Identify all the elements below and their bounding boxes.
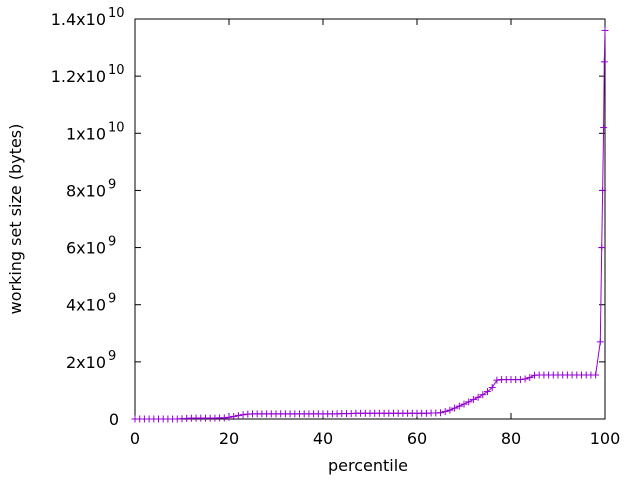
data-point (239, 411, 247, 419)
data-point (455, 402, 463, 410)
data-point (598, 244, 606, 252)
x-tick-label: 80 (501, 429, 521, 448)
x-tick-label: 20 (219, 429, 239, 448)
data-point (220, 414, 228, 422)
y-tick-label: 2x10 (66, 353, 106, 372)
y-tick-label: 8x10 (66, 181, 106, 200)
data-point (234, 412, 242, 420)
data-point (460, 400, 468, 408)
y-tick-label: 0 (109, 410, 119, 429)
data-point (601, 26, 609, 34)
y-tick-exponent: 9 (108, 235, 116, 250)
data-point (493, 376, 501, 384)
data-point (446, 406, 454, 414)
plot-frame (134, 18, 606, 420)
data-point (479, 391, 487, 399)
x-tick-label: 40 (313, 429, 333, 448)
data-point (225, 413, 233, 421)
x-tick-label: 100 (590, 429, 621, 448)
data-point (596, 338, 604, 346)
y-tick-exponent: 10 (108, 120, 125, 135)
data-point (469, 396, 477, 404)
data-point (451, 404, 459, 412)
y-tick-exponent: 9 (108, 177, 116, 192)
x-tick-label: 0 (130, 429, 140, 448)
data-point (465, 398, 473, 406)
y-tick-label: 1.2x10 (51, 67, 106, 86)
data-point (600, 58, 608, 66)
data-point (230, 412, 238, 420)
y-tick-exponent: 9 (108, 292, 116, 307)
data-point (488, 384, 496, 392)
y-tick-label: 6x10 (66, 239, 106, 258)
data-point (599, 186, 607, 194)
y-tick-exponent: 9 (108, 349, 116, 364)
data-point (474, 393, 482, 401)
data-point (600, 124, 608, 132)
series-line (135, 30, 606, 420)
data-point (521, 375, 529, 383)
x-tick-label: 60 (407, 429, 427, 448)
data-point (592, 371, 600, 379)
data-point (526, 374, 534, 382)
data-point (437, 409, 444, 417)
y-tick-label: 1.4x10 (51, 10, 106, 29)
y-tick-exponent: 10 (108, 6, 125, 21)
y-axis-label: working set size (bytes) (6, 124, 25, 315)
y-tick-exponent: 10 (108, 63, 125, 78)
data-point (441, 408, 449, 416)
x-axis: 0 20 40 60 80 100 (130, 19, 620, 448)
x-axis-label: percentile (328, 456, 408, 475)
data-point (484, 388, 491, 396)
y-tick-label: 1x10 (66, 124, 106, 143)
y-tick-label: 4x10 (66, 296, 106, 315)
data-point (516, 376, 524, 384)
data-series (131, 26, 609, 423)
